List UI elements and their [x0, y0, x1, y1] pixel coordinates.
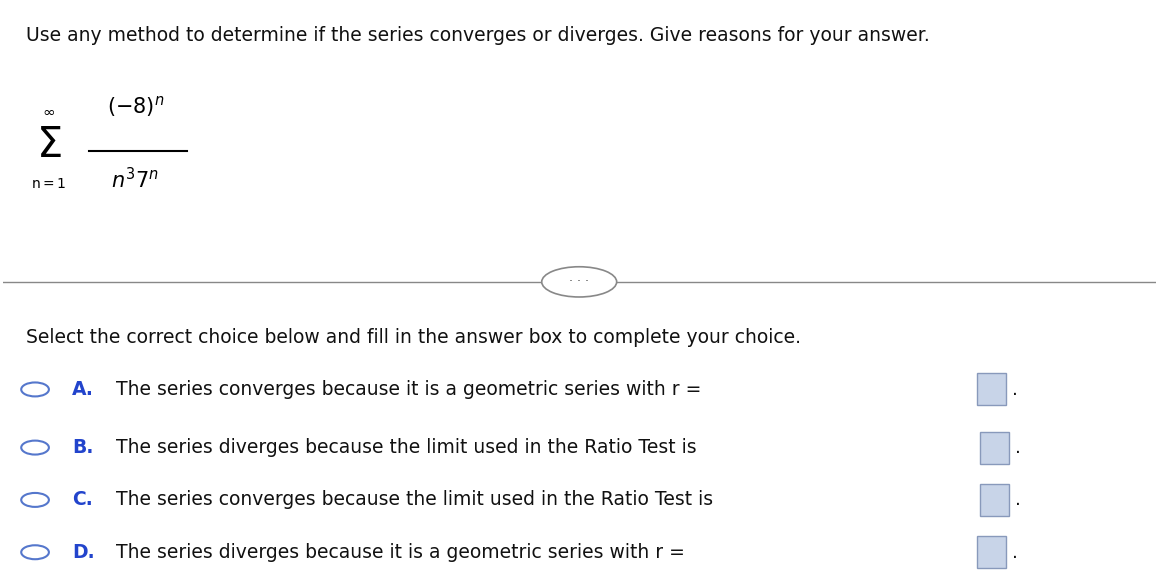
Text: $\infty$: $\infty$ [42, 104, 55, 119]
FancyBboxPatch shape [980, 484, 1009, 516]
Text: .: . [1011, 543, 1017, 562]
FancyBboxPatch shape [980, 431, 1009, 464]
Text: $\mathregular{n=1}$: $\mathregular{n=1}$ [32, 177, 67, 191]
FancyBboxPatch shape [977, 373, 1006, 406]
Text: .: . [1011, 380, 1017, 399]
Text: $n^3 7^n$: $n^3 7^n$ [111, 167, 159, 192]
Text: The series diverges because the limit used in the Ratio Test is: The series diverges because the limit us… [116, 438, 696, 457]
Text: $(-8)^n$: $(-8)^n$ [107, 94, 164, 119]
Text: $\Sigma$: $\Sigma$ [36, 124, 62, 166]
Text: The series diverges because it is a geometric series with r =: The series diverges because it is a geom… [116, 543, 684, 562]
Text: Select the correct choice below and fill in the answer box to complete your choi: Select the correct choice below and fill… [26, 328, 800, 348]
Text: D.: D. [71, 543, 95, 562]
Text: The series converges because it is a geometric series with r =: The series converges because it is a geo… [116, 380, 701, 399]
Ellipse shape [541, 266, 616, 297]
Text: · · ·: · · · [570, 275, 590, 288]
Text: B.: B. [71, 438, 94, 457]
Text: .: . [1015, 438, 1021, 457]
Text: C.: C. [71, 490, 93, 510]
Text: A.: A. [71, 380, 94, 399]
Text: The series converges because the limit used in the Ratio Test is: The series converges because the limit u… [116, 490, 713, 510]
Text: Use any method to determine if the series converges or diverges. Give reasons fo: Use any method to determine if the serie… [26, 26, 929, 45]
Text: .: . [1015, 490, 1021, 510]
FancyBboxPatch shape [977, 537, 1006, 568]
